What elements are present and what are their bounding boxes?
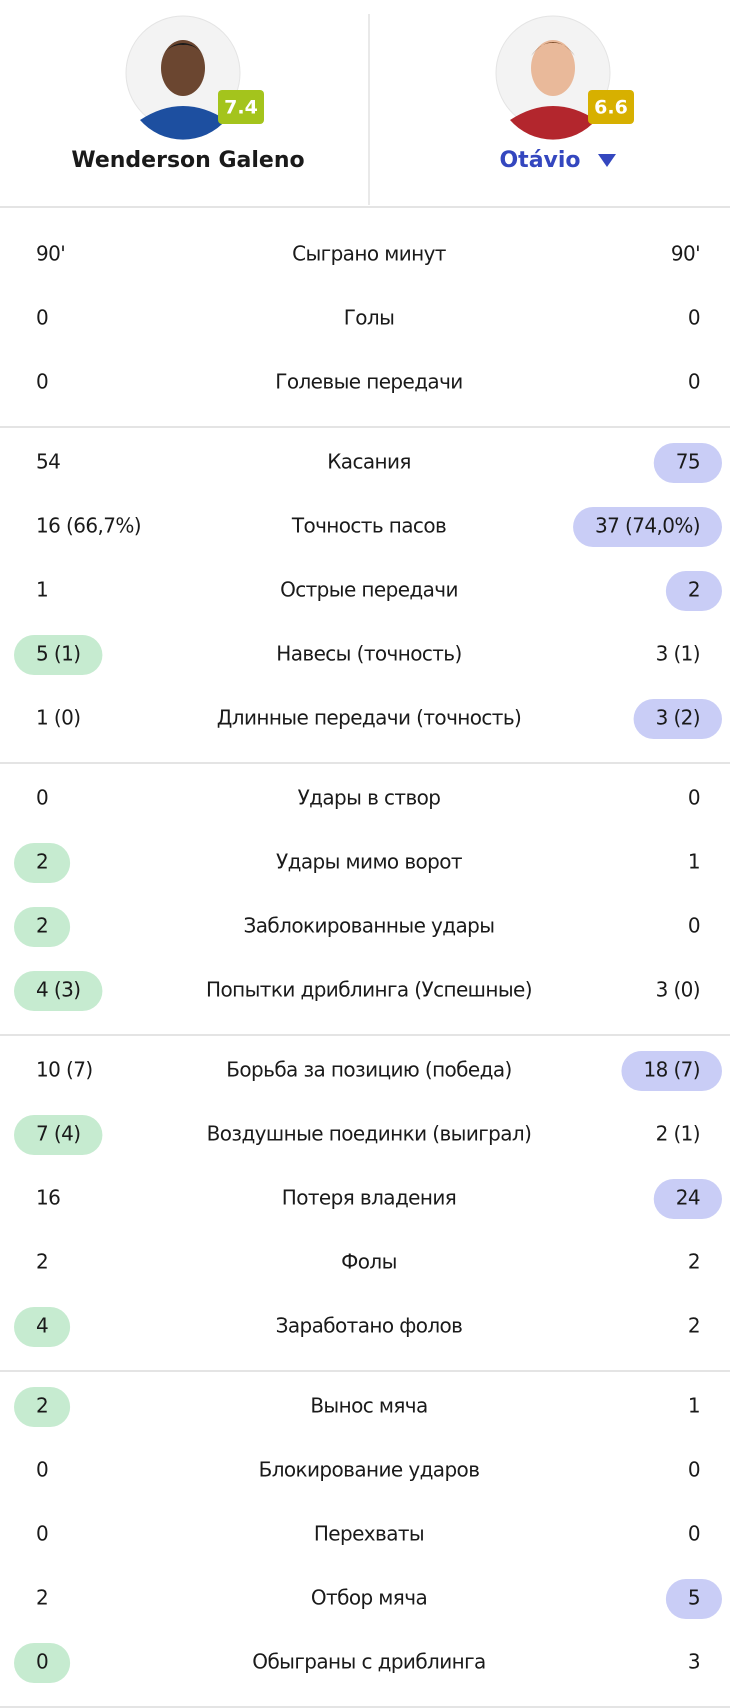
rating-badge	[588, 90, 634, 124]
stat-label: Потеря владения	[282, 1186, 456, 1210]
left-value: 0	[36, 1522, 48, 1546]
right-value: 75	[676, 450, 700, 474]
right-value: 0	[688, 1522, 700, 1546]
stat-label: Перехваты	[314, 1522, 424, 1546]
right-value: 3 (2)	[656, 706, 700, 730]
right-value: 3 (1)	[656, 642, 700, 666]
right-value: 2	[688, 578, 700, 602]
stat-label: Обыграны с дриблинга	[252, 1650, 485, 1674]
highlight-pill	[14, 1387, 71, 1427]
highlight-pill	[14, 1643, 71, 1683]
right-value: 18 (7)	[643, 1058, 700, 1082]
highlight-pill	[665, 1579, 722, 1619]
left-value: 0	[36, 1650, 48, 1674]
left-value: 7 (4)	[36, 1122, 80, 1146]
rating: 6.6	[594, 97, 628, 119]
right-value: 24	[676, 1186, 700, 1210]
highlight-pill	[573, 507, 722, 547]
right-value: 3 (0)	[656, 978, 700, 1002]
player-name: Wenderson Galeno	[71, 148, 304, 173]
highlight-pill	[621, 1051, 722, 1091]
stat-label: Касания	[327, 450, 411, 474]
left-value: 1	[36, 578, 48, 602]
left-value: 90'	[36, 242, 65, 266]
stat-label: Голевые передачи	[275, 370, 462, 394]
highlight-pill	[14, 843, 71, 883]
highlight-pill	[653, 1179, 722, 1219]
left-value: 0	[36, 306, 48, 330]
dropdown-arrow[interactable]	[598, 154, 616, 167]
highlight-pill	[653, 443, 722, 483]
highlight-pill	[14, 1115, 103, 1155]
right-value: 0	[688, 914, 700, 938]
right-value: 2	[688, 1314, 700, 1338]
highlight-pill	[14, 635, 103, 675]
highlight-pill	[665, 571, 722, 611]
right-value: 5	[688, 1586, 700, 1610]
stat-label: Длинные передачи (точность)	[217, 706, 522, 730]
left-value: 4	[36, 1314, 48, 1338]
highlight-pill	[14, 907, 71, 947]
rating-badge	[218, 90, 264, 124]
left-value: 54	[36, 450, 60, 474]
left-value: 2	[36, 850, 48, 874]
stat-label: Сыграно минут	[292, 242, 447, 266]
stat-label: Отбор мяча	[311, 1586, 427, 1610]
stat-label: Точность пасов	[291, 514, 446, 538]
left-value: 4 (3)	[36, 978, 80, 1002]
left-value: 2	[36, 1250, 48, 1274]
right-value: 37 (74,0%)	[595, 514, 700, 538]
rating: 7.4	[224, 97, 258, 119]
right-value: 0	[688, 306, 700, 330]
right-value: 3	[688, 1650, 700, 1674]
stat-label: Острые передачи	[280, 578, 458, 602]
stat-label: Борьба за позицию (победа)	[226, 1058, 511, 1082]
right-value: 2	[688, 1250, 700, 1274]
left-value: 16	[36, 1186, 60, 1210]
right-value: 0	[688, 786, 700, 810]
left-value: 2	[36, 1586, 48, 1610]
stat-label: Фолы	[341, 1250, 397, 1274]
right-value: 0	[688, 1458, 700, 1482]
left-value: 10 (7)	[36, 1058, 93, 1082]
stat-label: Голы	[344, 306, 395, 330]
stat-label: Блокирование ударов	[259, 1458, 480, 1482]
left-value: 5 (1)	[36, 642, 80, 666]
left-value: 16 (66,7%)	[36, 514, 141, 538]
stat-label: Воздушные поединки (выиграл)	[207, 1122, 532, 1146]
highlight-pill	[633, 699, 722, 739]
highlight-pill	[14, 1307, 71, 1347]
left-avatar	[125, 15, 241, 140]
right-value: 0	[688, 370, 700, 394]
left-value: 0	[36, 1458, 48, 1482]
stat-label: Заблокированные удары	[244, 914, 495, 938]
stat-label: Заработано фолов	[276, 1314, 463, 1338]
right-value: 2 (1)	[656, 1122, 700, 1146]
stat-label: Вынос мяча	[310, 1394, 427, 1418]
left-value: 0	[36, 370, 48, 394]
right-value: 90'	[671, 242, 700, 266]
player-name[interactable]: Otávio	[499, 148, 580, 173]
stat-label: Попытки дриблинга (Успешные)	[206, 978, 532, 1002]
stat-label: Удары в створ	[298, 786, 441, 810]
right-value: 1	[688, 850, 700, 874]
left-value: 0	[36, 786, 48, 810]
left-value: 2	[36, 914, 48, 938]
stat-label: Удары мимо ворот	[276, 850, 463, 874]
right-value: 1	[688, 1394, 700, 1418]
right-avatar	[495, 15, 611, 140]
left-value: 1 (0)	[36, 706, 80, 730]
stat-label: Навесы (точность)	[276, 642, 461, 666]
highlight-pill	[14, 971, 103, 1011]
left-value: 2	[36, 1394, 48, 1418]
